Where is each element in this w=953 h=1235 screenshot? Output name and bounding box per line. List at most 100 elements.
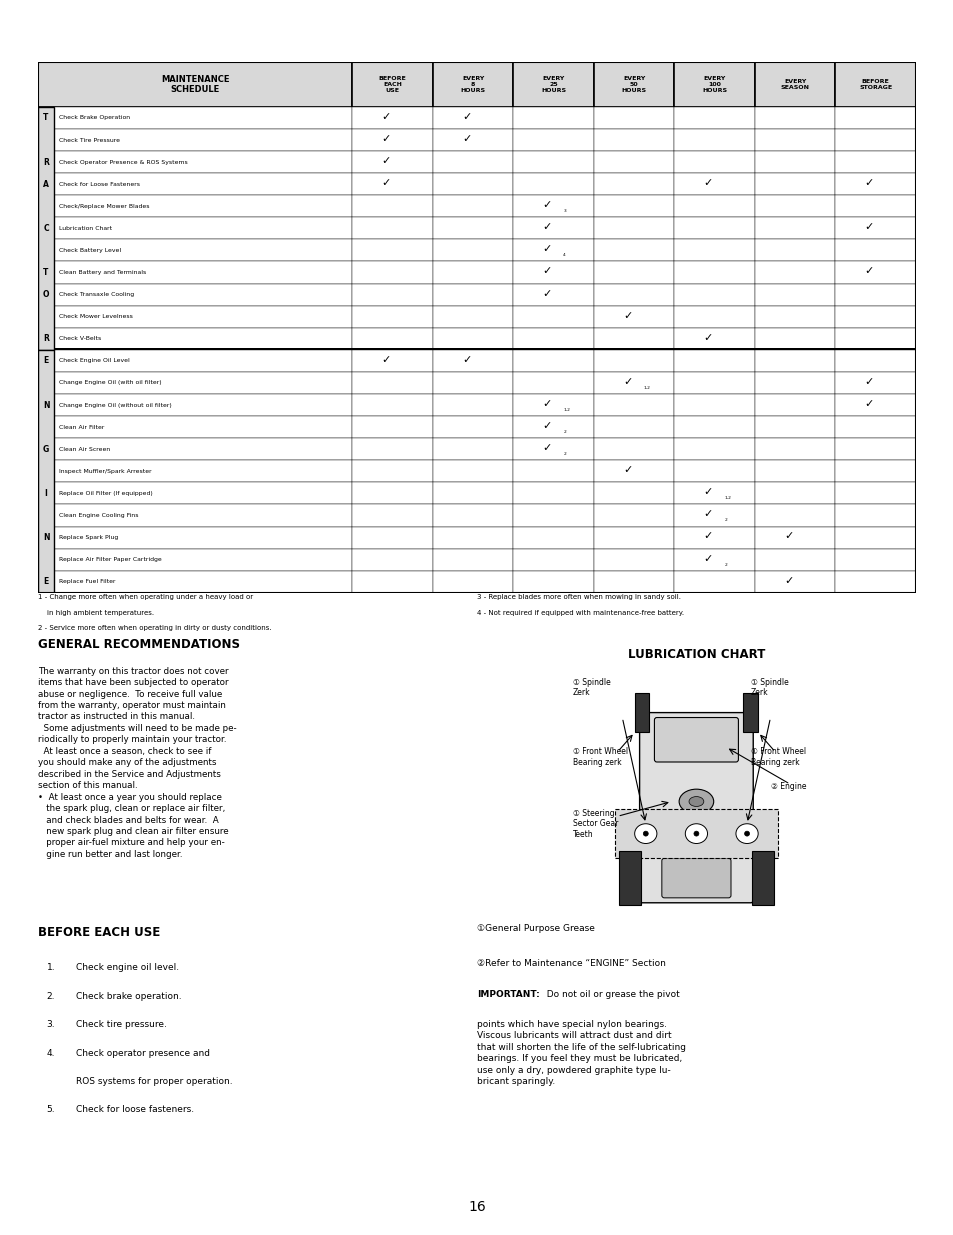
Bar	[54, 438, 352, 461]
Text: MAINTENANCE: MAINTENANCE	[392, 25, 561, 44]
Text: EVERY
100
HOURS: EVERY 100 HOURS	[701, 77, 726, 93]
Bar	[674, 173, 754, 195]
Bar	[754, 327, 835, 350]
Bar	[38, 483, 54, 504]
Bar	[54, 483, 352, 504]
Bar	[54, 504, 352, 526]
Text: 1,2: 1,2	[643, 385, 650, 390]
Bar	[513, 262, 593, 284]
Bar	[513, 438, 593, 461]
Bar	[433, 571, 513, 593]
Text: ✓: ✓	[622, 377, 632, 387]
Text: Check for loose fasteners.: Check for loose fasteners.	[76, 1105, 193, 1114]
Text: Inspect Muffler/Spark Arrester: Inspect Muffler/Spark Arrester	[59, 469, 152, 474]
Bar	[352, 571, 433, 593]
Bar	[513, 548, 593, 571]
Text: 2 - Service more often when operating in dirty or dusty conditions.: 2 - Service more often when operating in…	[38, 625, 272, 631]
Bar	[674, 262, 754, 284]
Ellipse shape	[684, 824, 707, 844]
Text: O: O	[43, 290, 50, 299]
Text: ✓: ✓	[461, 133, 471, 144]
Bar	[38, 107, 54, 128]
Bar	[835, 350, 915, 372]
Bar	[513, 240, 593, 262]
Bar	[674, 548, 754, 571]
Text: Check Brake Operation: Check Brake Operation	[59, 115, 131, 121]
Bar	[754, 262, 835, 284]
Bar	[593, 483, 674, 504]
Text: ✓: ✓	[542, 222, 551, 232]
Text: ✓: ✓	[622, 466, 632, 475]
Bar	[38, 372, 54, 394]
Bar	[352, 438, 433, 461]
Bar	[54, 151, 352, 173]
Text: ①General Purpose Grease: ①General Purpose Grease	[476, 924, 595, 932]
Text: Check V-Belts: Check V-Belts	[59, 336, 101, 341]
Text: ✓: ✓	[702, 553, 712, 563]
Bar	[54, 107, 352, 128]
Bar	[54, 195, 352, 217]
Bar	[513, 151, 593, 173]
Bar	[593, 350, 674, 372]
Text: 4 - Not required if equipped with maintenance-free battery.: 4 - Not required if equipped with mainte…	[476, 610, 683, 616]
Bar	[54, 416, 352, 438]
Bar	[835, 240, 915, 262]
Text: E: E	[44, 577, 49, 587]
Bar	[674, 284, 754, 306]
Bar	[593, 461, 674, 483]
Bar	[513, 306, 593, 327]
Text: Check brake operation.: Check brake operation.	[76, 992, 181, 1000]
Bar	[593, 327, 674, 350]
Bar	[352, 240, 433, 262]
Bar	[433, 217, 513, 240]
Bar	[754, 128, 835, 151]
Text: ① Steering
Sector Gear
Teeth: ① Steering Sector Gear Teeth	[573, 809, 618, 839]
Bar	[593, 151, 674, 173]
Bar	[54, 240, 352, 262]
Text: ✓: ✓	[702, 509, 712, 520]
Text: Check Battery Level: Check Battery Level	[59, 248, 121, 253]
Bar	[38, 217, 54, 240]
Text: points which have special nylon bearings.
Viscous lubricants will attract dust a: points which have special nylon bearings…	[476, 1020, 685, 1086]
Text: Change Engine Oil (without oil filter): Change Engine Oil (without oil filter)	[59, 403, 172, 408]
Text: ✓: ✓	[461, 354, 471, 364]
Text: LUBRICATION CHART: LUBRICATION CHART	[627, 648, 764, 661]
Text: C: C	[43, 224, 49, 233]
Text: ✓: ✓	[783, 576, 793, 585]
Bar	[835, 327, 915, 350]
Text: ✓: ✓	[702, 178, 712, 188]
Bar	[513, 571, 593, 593]
Text: ✓: ✓	[863, 377, 873, 387]
Bar	[674, 240, 754, 262]
Text: 2.: 2.	[47, 992, 55, 1000]
Bar	[754, 151, 835, 173]
Text: ROS systems for proper operation.: ROS systems for proper operation.	[76, 1077, 233, 1086]
Bar	[513, 483, 593, 504]
Text: Check engine oil level.: Check engine oil level.	[76, 963, 179, 972]
Bar	[593, 306, 674, 327]
Text: GENERAL RECOMMENDATIONS: GENERAL RECOMMENDATIONS	[38, 638, 240, 652]
Text: ✓: ✓	[542, 399, 551, 409]
Text: BEFORE
EACH
USE: BEFORE EACH USE	[378, 77, 406, 93]
Bar	[352, 306, 433, 327]
Text: ✓: ✓	[381, 133, 391, 144]
Text: 3 - Replace blades more often when mowing in sandy soil.: 3 - Replace blades more often when mowin…	[476, 594, 680, 600]
Text: G: G	[43, 445, 50, 453]
Text: Lubrication Chart: Lubrication Chart	[59, 226, 112, 231]
Text: Clean Engine Cooling Fins: Clean Engine Cooling Fins	[59, 513, 138, 517]
Bar	[674, 217, 754, 240]
Bar	[38, 306, 54, 327]
Bar	[835, 526, 915, 548]
Bar	[754, 571, 835, 593]
Bar	[513, 461, 593, 483]
Bar	[352, 151, 433, 173]
Bar	[38, 526, 54, 548]
Text: ✓: ✓	[622, 311, 632, 321]
Bar	[513, 394, 593, 416]
Bar	[674, 394, 754, 416]
Bar	[513, 173, 593, 195]
Bar	[513, 217, 593, 240]
Bar	[38, 394, 54, 416]
Bar	[513, 62, 593, 107]
Text: ✓: ✓	[461, 112, 471, 122]
